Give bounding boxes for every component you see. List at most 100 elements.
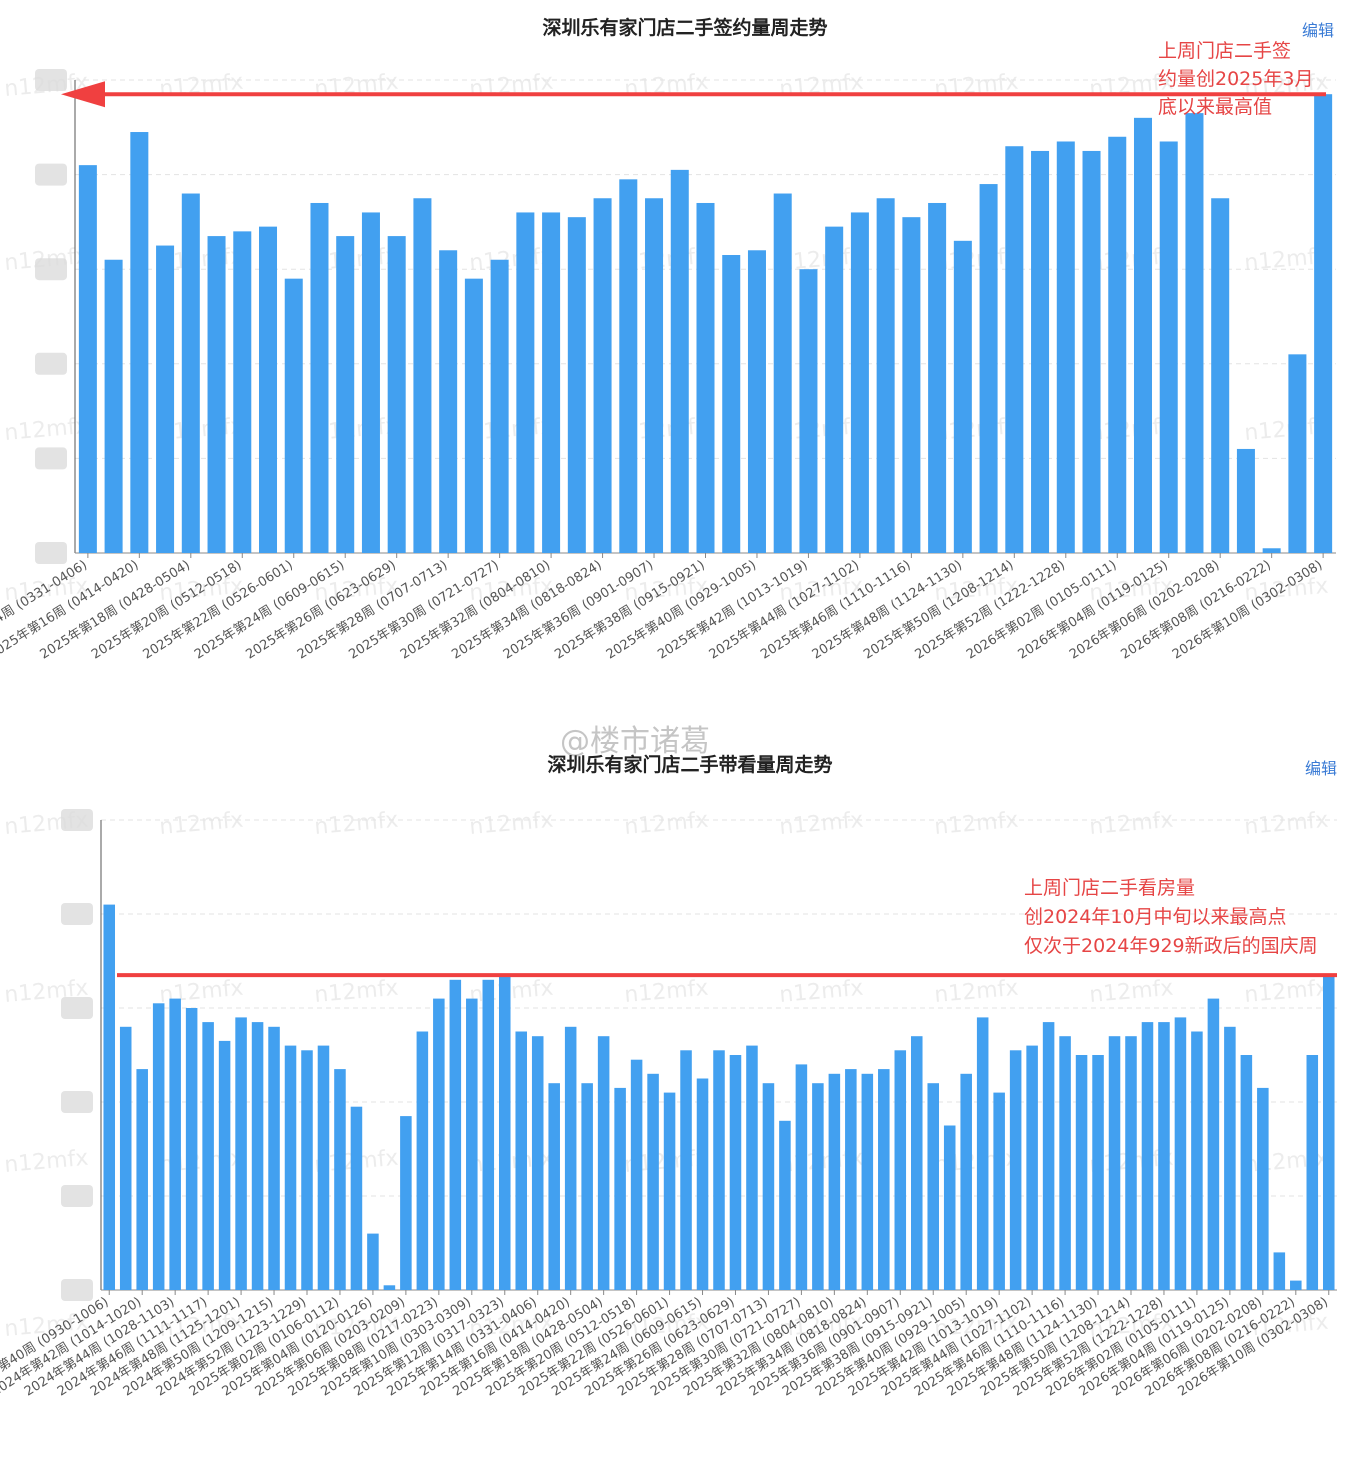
bar[interactable] (663, 1092, 676, 1290)
bar[interactable] (334, 1069, 346, 1290)
bar[interactable] (383, 1285, 396, 1290)
bar[interactable] (531, 1036, 544, 1290)
bar[interactable] (645, 198, 664, 553)
bar[interactable] (259, 226, 278, 553)
bar[interactable] (400, 1116, 412, 1290)
bar[interactable] (1042, 1022, 1055, 1290)
bar[interactable] (979, 184, 998, 553)
bar[interactable] (1133, 117, 1152, 553)
bar[interactable] (1290, 1280, 1302, 1290)
bar[interactable] (670, 169, 689, 553)
bar[interactable] (976, 1017, 989, 1290)
bar[interactable] (542, 212, 561, 553)
bar[interactable] (1009, 1050, 1022, 1290)
bar[interactable] (301, 1050, 313, 1290)
bar[interactable] (927, 1083, 940, 1290)
bar[interactable] (593, 198, 612, 553)
bar[interactable] (464, 278, 483, 553)
bar[interactable] (387, 236, 406, 553)
bar[interactable] (156, 245, 175, 554)
bar[interactable] (713, 1050, 725, 1290)
bar[interactable] (1191, 1031, 1203, 1291)
bar[interactable] (1005, 146, 1024, 553)
bar[interactable] (614, 1087, 626, 1290)
bar[interactable] (1158, 1022, 1170, 1290)
bar[interactable] (1092, 1055, 1104, 1290)
bar[interactable] (779, 1120, 791, 1290)
bar[interactable] (812, 1083, 824, 1290)
bar[interactable] (1031, 150, 1050, 553)
bar[interactable] (647, 1073, 659, 1290)
bar[interactable] (850, 212, 869, 553)
bar[interactable] (928, 202, 947, 554)
bar[interactable] (516, 212, 535, 553)
bar[interactable] (169, 998, 181, 1290)
bar[interactable] (1174, 1017, 1187, 1290)
bar[interactable] (696, 1078, 709, 1291)
bar[interactable] (953, 240, 972, 553)
bar[interactable] (861, 1073, 874, 1290)
bar[interactable] (251, 1022, 264, 1290)
bar[interactable] (202, 1022, 214, 1290)
bar[interactable] (515, 1031, 528, 1291)
bar[interactable] (729, 1055, 742, 1290)
bar[interactable] (1125, 1036, 1137, 1290)
bar[interactable] (185, 1008, 198, 1290)
bar[interactable] (1288, 354, 1307, 553)
bar[interactable] (696, 202, 715, 554)
bar[interactable] (439, 250, 458, 553)
bar[interactable] (1026, 1045, 1038, 1290)
bar[interactable] (1185, 113, 1204, 554)
bar[interactable] (449, 979, 462, 1290)
edit-link-signings[interactable]: 编辑 (1302, 21, 1335, 40)
bar[interactable] (181, 193, 200, 553)
bar[interactable] (993, 1092, 1005, 1290)
bar[interactable] (564, 1026, 577, 1290)
bar[interactable] (630, 1059, 643, 1290)
bar[interactable] (902, 217, 921, 554)
bar[interactable] (207, 236, 226, 553)
bar[interactable] (825, 226, 844, 553)
edit-link-viewings[interactable]: 编辑 (1305, 759, 1338, 778)
bar[interactable] (218, 1040, 231, 1290)
bar[interactable] (284, 278, 303, 553)
bar[interactable] (910, 1036, 923, 1290)
bar[interactable] (152, 1003, 165, 1290)
bar[interactable] (1322, 975, 1335, 1290)
bar[interactable] (310, 202, 329, 554)
bar[interactable] (78, 165, 97, 553)
bar[interactable] (130, 132, 149, 553)
bar[interactable] (1082, 150, 1101, 553)
bar[interactable] (413, 198, 432, 553)
bar[interactable] (1075, 1055, 1088, 1290)
bar[interactable] (878, 1069, 890, 1290)
bar[interactable] (233, 231, 252, 554)
bar[interactable] (581, 1083, 593, 1290)
bar[interactable] (466, 998, 478, 1290)
bar[interactable] (799, 269, 818, 553)
bar[interactable] (1207, 998, 1220, 1290)
bar[interactable] (1262, 548, 1281, 553)
bar[interactable] (762, 1083, 775, 1290)
bar[interactable] (416, 1031, 429, 1291)
bar[interactable] (828, 1073, 841, 1290)
bar[interactable] (597, 1036, 610, 1290)
bar[interactable] (1257, 1087, 1269, 1290)
bar[interactable] (548, 1083, 560, 1290)
bar[interactable] (482, 979, 495, 1290)
bar[interactable] (773, 193, 792, 553)
bar[interactable] (1224, 1026, 1236, 1290)
bar[interactable] (747, 250, 766, 553)
bar[interactable] (104, 259, 123, 553)
bar[interactable] (268, 1026, 280, 1290)
bar[interactable] (350, 1106, 363, 1290)
bar[interactable] (894, 1050, 907, 1290)
bar[interactable] (619, 179, 638, 553)
bar[interactable] (1108, 136, 1127, 553)
bar[interactable] (1059, 1036, 1071, 1290)
bar[interactable] (361, 212, 380, 553)
bar[interactable] (1240, 1055, 1253, 1290)
bar[interactable] (1236, 448, 1255, 553)
bar[interactable] (845, 1069, 857, 1290)
bar[interactable] (567, 217, 586, 554)
